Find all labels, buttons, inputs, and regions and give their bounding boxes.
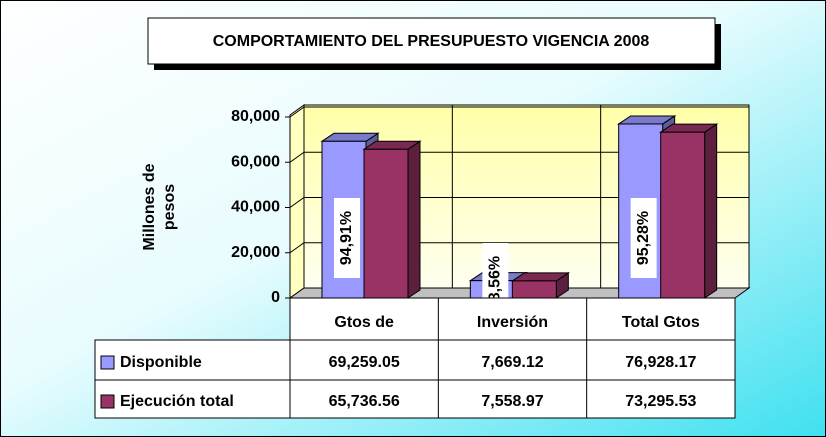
table-value: 76,928.17 [625, 354, 696, 371]
side-wall [289, 104, 305, 299]
y-tick-label: 80,000 [231, 108, 280, 125]
annotation-box [334, 198, 360, 278]
annotation: 95,28% [635, 211, 652, 265]
y-tick-label: 40,000 [231, 199, 280, 216]
table-bg [289, 297, 736, 419]
data-table [94, 297, 736, 419]
grid-line [289, 242, 749, 254]
annotation: 98,56% [487, 256, 504, 310]
table-value: 73,295.53 [625, 393, 696, 410]
table-legend-bg [94, 339, 291, 419]
bar-front [660, 131, 706, 299]
annotation-box [630, 198, 657, 278]
bar-front [363, 148, 409, 299]
bar-front [511, 280, 557, 299]
table-value: 69,259.05 [329, 354, 400, 371]
bar [510, 271, 570, 299]
legend-label: Disponible [120, 354, 202, 371]
grid-line [289, 106, 749, 118]
legend-key [100, 394, 115, 409]
grid-line [289, 151, 749, 163]
table-value: 7,669.12 [481, 354, 543, 371]
y-tick-label: 60,000 [231, 153, 280, 170]
bar [659, 123, 719, 299]
table-value: 65,736.56 [329, 393, 400, 410]
x-tick-label: Gtos de [334, 314, 394, 331]
annotation: 94,91% [338, 211, 355, 265]
legend-key [100, 355, 115, 370]
x-tick-label: Total Gtos [622, 314, 700, 331]
grid-line [289, 197, 749, 208]
chart-title: COMPORTAMIENTO DEL PRESUPUESTO VIGENCIA … [213, 33, 650, 50]
title-box [147, 17, 716, 65]
y-tick-label: 20,000 [231, 244, 280, 261]
bar [362, 140, 422, 299]
table-value: 7,558.97 [481, 393, 543, 410]
bar-side [407, 140, 421, 299]
bar-side [704, 123, 718, 299]
x-tick-label: Inversión [477, 314, 548, 331]
y-axis-label: Millones de pesos [141, 163, 178, 251]
legend-label: Ejecución total [120, 393, 234, 410]
y-tick-label: 0 [271, 289, 280, 306]
